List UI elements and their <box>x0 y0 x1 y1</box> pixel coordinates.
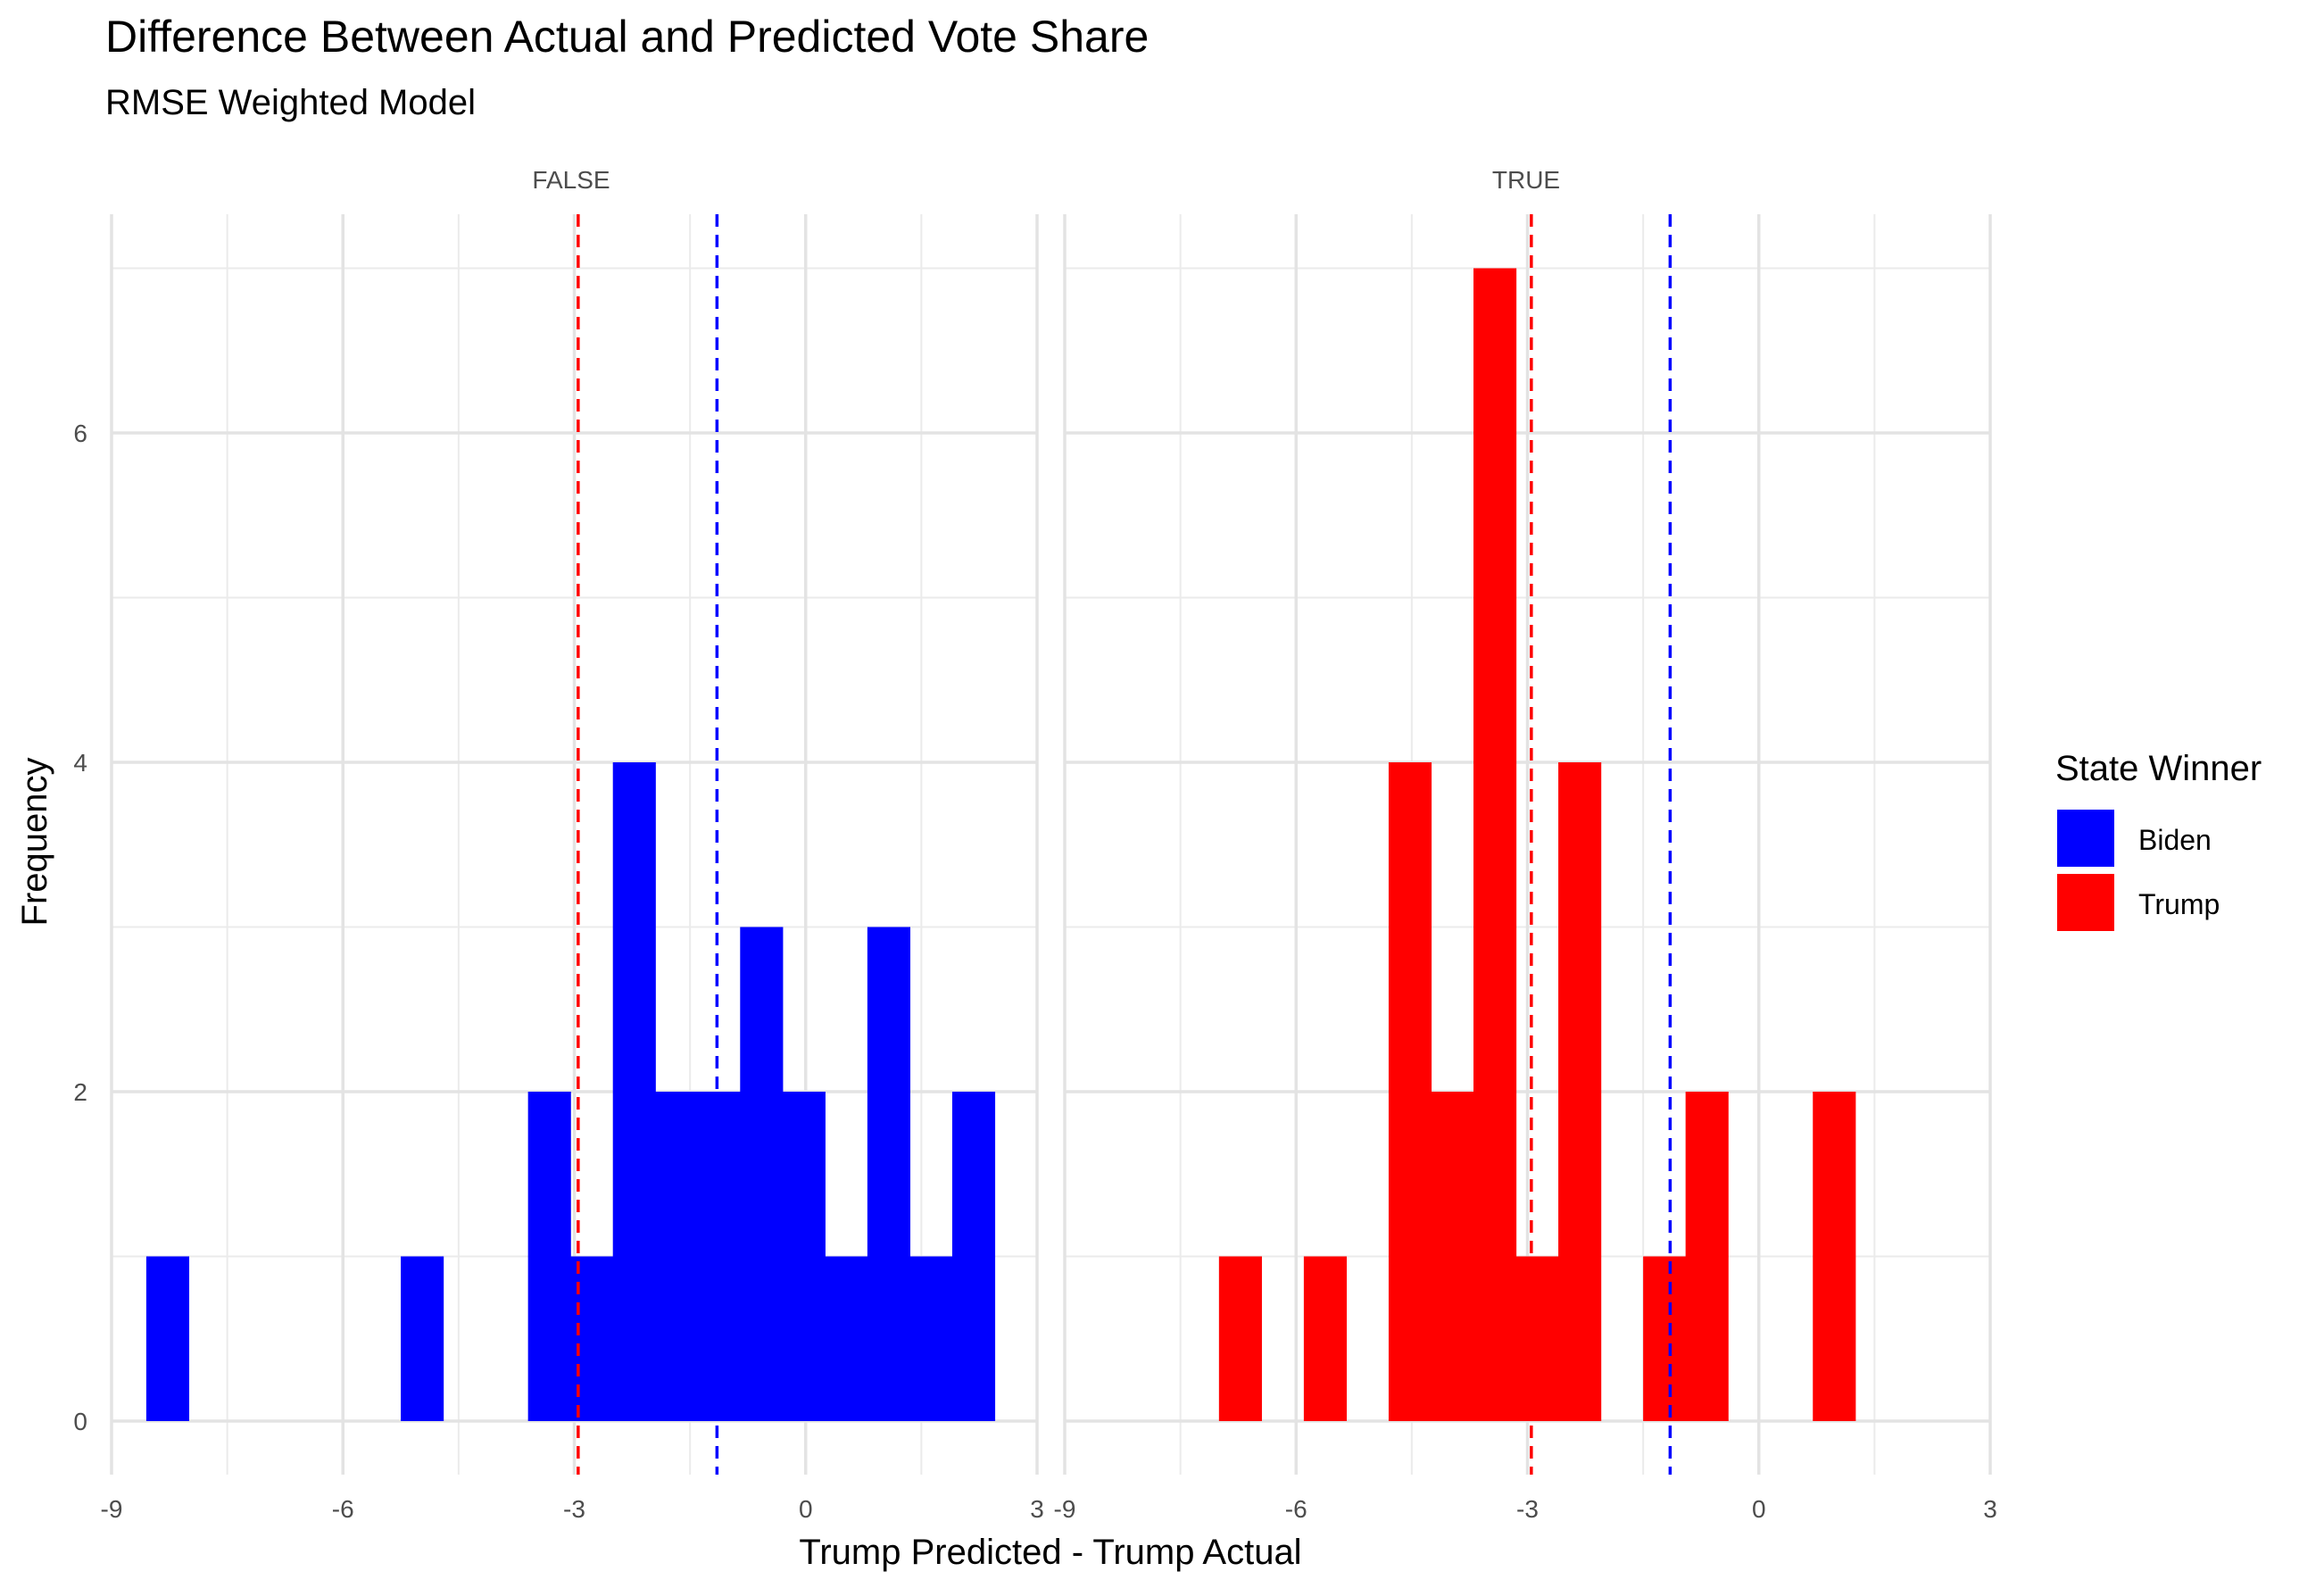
y-tick-label: 4 <box>73 749 87 777</box>
x-tick-label: 0 <box>799 1495 813 1523</box>
histogram-bar <box>1813 1092 1856 1421</box>
x-tick-label: 0 <box>1752 1495 1766 1523</box>
legend-swatch-biden <box>2057 810 2114 867</box>
legend: State Winner Biden Trump <box>2055 749 2262 931</box>
legend-label-trump: Trump <box>2138 888 2220 920</box>
histogram-bar <box>1473 268 1517 1421</box>
legend-swatch-trump <box>2057 874 2114 931</box>
chart-title: Difference Between Actual and Predicted … <box>105 12 1149 62</box>
x-tick-label: -6 <box>1285 1495 1307 1523</box>
histogram-bar <box>740 927 784 1421</box>
histogram-bar <box>527 1092 571 1421</box>
x-tick-label: -9 <box>101 1495 123 1523</box>
histogram-bar <box>697 1092 741 1421</box>
histogram-bar <box>1431 1092 1474 1421</box>
x-tick-labels-false: -9 -6 -3 0 3 <box>101 1495 1044 1523</box>
reference-lines-false <box>577 214 719 1475</box>
histogram-bar <box>1643 1256 1687 1421</box>
bars-true <box>1218 268 1856 1421</box>
histogram-bar <box>1218 1256 1262 1421</box>
facet-label-false: FALSE <box>532 166 610 194</box>
x-tick-label: -6 <box>332 1495 354 1523</box>
bars-false <box>145 762 996 1421</box>
chart-subtitle: RMSE Weighted Model <box>105 83 476 122</box>
x-axis-label: Trump Predicted - Trump Actual <box>799 1533 1301 1572</box>
histogram-bar <box>1303 1256 1348 1421</box>
histogram-bar <box>909 1256 953 1421</box>
y-tick-label: 6 <box>73 420 87 447</box>
histogram-bar <box>867 927 911 1421</box>
histogram-bar <box>951 1092 996 1421</box>
histogram-bar <box>1388 762 1432 1421</box>
panel-false: FALSE -9 -6 -3 0 3 <box>101 166 1044 1523</box>
x-tick-labels-true: -9 -6 -3 0 3 <box>1054 1495 1997 1523</box>
histogram-bar <box>825 1256 868 1421</box>
x-tick-label: -3 <box>563 1495 585 1523</box>
x-tick-label: -3 <box>1516 1495 1539 1523</box>
x-tick-label: 3 <box>1030 1495 1044 1523</box>
x-tick-label: 3 <box>1983 1495 1997 1523</box>
facet-label-true: TRUE <box>1492 166 1560 194</box>
histogram-bar <box>145 1256 190 1421</box>
histogram-bar <box>782 1092 826 1421</box>
x-tick-label: -9 <box>1054 1495 1076 1523</box>
y-tick-labels: 0 2 4 6 <box>73 420 87 1435</box>
y-tick-label: 0 <box>73 1408 87 1435</box>
histogram-bar <box>655 1092 699 1421</box>
y-axis-label: Frequency <box>15 758 54 927</box>
histogram-bar <box>1558 762 1602 1421</box>
legend-label-biden: Biden <box>2138 824 2212 856</box>
histogram-bar <box>612 762 656 1421</box>
reference-lines-true <box>1530 214 1672 1475</box>
y-tick-label: 2 <box>73 1078 87 1106</box>
panel-true: TRUE -9 -6 -3 0 3 <box>1054 166 1997 1523</box>
histogram-bar <box>1515 1256 1559 1421</box>
legend-title: State Winner <box>2055 749 2262 788</box>
histogram-bar <box>401 1256 444 1421</box>
histogram-bar <box>1685 1092 1729 1421</box>
